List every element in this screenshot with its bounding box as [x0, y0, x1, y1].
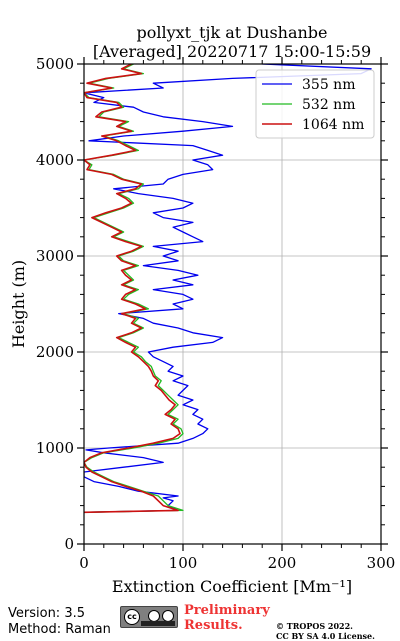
preliminary-results-note: Preliminary Results.: [184, 603, 270, 633]
copyright-notice: © TROPOS 2022. CC BY SA 4.0 License.: [276, 621, 375, 641]
x-axis-label: Extinction Coefficient [Mm⁻¹]: [112, 577, 352, 596]
extinction-chart: pollyxt_tjk at Dushanbe [Averaged] 20220…: [9, 23, 396, 596]
legend-label: 355 nm: [302, 77, 355, 93]
legend-label: 1064 nm: [302, 117, 364, 133]
y-axis-label: Height (m): [9, 260, 28, 348]
legend-label: 532 nm: [302, 97, 355, 113]
chart-title: pollyxt_tjk at Dushanbe: [136, 23, 327, 42]
legend: 355 nm 532 nm 1064 nm: [255, 69, 375, 139]
series-line-1064-nm: [84, 64, 181, 514]
y-tick-label: 3000: [36, 247, 74, 265]
legend-box: [255, 69, 375, 139]
plot-frame: [83, 63, 382, 545]
cc-badge-strip: [141, 621, 175, 626]
y-tick-label: 2000: [36, 343, 74, 361]
x-tick-label: 0: [79, 554, 89, 572]
preliminary-line-1: Preliminary: [184, 603, 270, 618]
series-line-355-nm: [84, 64, 372, 513]
x-tick-label: 300: [367, 554, 396, 572]
cc-license-icon: cc: [120, 606, 178, 628]
version-text: Version: 3.5: [8, 606, 85, 621]
series-group: [84, 64, 372, 514]
copyright-line-2: CC BY SA 4.0 License.: [276, 631, 375, 641]
version-info: Version: 3.5 Method: Raman: [8, 606, 111, 638]
y-tick-label: 1000: [36, 439, 74, 457]
method-text: Method: Raman: [8, 622, 111, 637]
x-tick-label: 100: [169, 554, 198, 572]
chart-subtitle: [Averaged] 20220717 15:00-15:59: [93, 42, 371, 61]
y-tick-label: 5000: [36, 55, 74, 73]
y-tick-label: 0: [64, 535, 74, 553]
x-tick-label: 200: [268, 554, 297, 572]
preliminary-line-2: Results.: [184, 618, 243, 633]
cc-logo-icon: cc: [124, 609, 140, 625]
copyright-line-1: © TROPOS 2022.: [276, 621, 353, 631]
y-tick-label: 4000: [36, 151, 74, 169]
